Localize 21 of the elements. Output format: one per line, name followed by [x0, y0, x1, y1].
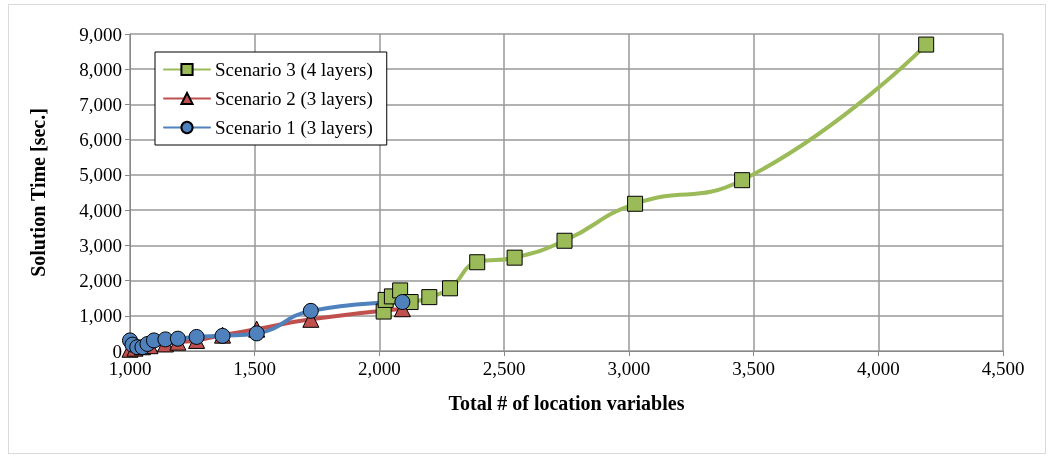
y-tick-label: 1,000 [79, 305, 122, 327]
y-tick-label: 8,000 [79, 58, 122, 80]
x-tick-label: 3,000 [607, 358, 651, 379]
y-tick-label: 5,000 [79, 164, 122, 186]
y-tick-label: 3,000 [79, 234, 122, 256]
y-tick-label: 7,000 [79, 93, 122, 115]
x-tick-label: 1,500 [233, 358, 277, 379]
legend-label: Scenario 1 (3 layers) [215, 117, 373, 139]
x-tick-label: 3,500 [732, 358, 775, 379]
y-tick-label: 6,000 [79, 129, 122, 151]
y-axis-title: Solution Time [sec.] [27, 108, 49, 277]
y-tick-label: 2,000 [79, 270, 122, 292]
x-tick-label: 4,000 [856, 358, 900, 379]
legend-label: Scenario 3 (4 layers) [215, 59, 373, 81]
x-tick-label: 2,000 [358, 358, 401, 379]
x-axis-title: Total # of location variables [448, 392, 685, 414]
legend-label: Scenario 2 (3 layers) [215, 88, 373, 110]
y-tick-label: 4,000 [79, 199, 122, 221]
x-tick-label: 2,500 [482, 358, 526, 379]
x-tick-label: 4,500 [981, 358, 1025, 379]
y-tick-label: 9,000 [79, 23, 122, 45]
